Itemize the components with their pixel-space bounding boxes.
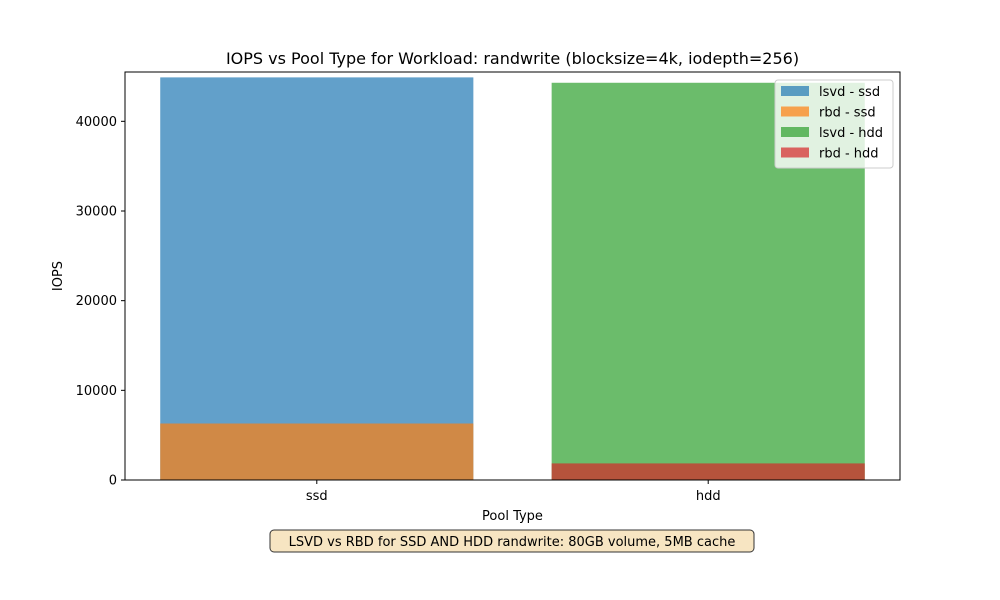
annotation-text: LSVD vs RBD for SSD AND HDD randwrite: 8…	[289, 535, 736, 550]
annotation-box: LSVD vs RBD for SSD AND HDD randwrite: 8…	[269, 529, 755, 553]
legend-swatch	[781, 147, 809, 158]
legend-label: lsvd - hdd	[819, 126, 883, 141]
x-axis-label: Pool Type	[482, 509, 543, 524]
y-tick-label: 0	[109, 474, 117, 489]
y-tick-label: 10000	[76, 384, 117, 399]
legend-swatch	[781, 106, 809, 117]
y-axis: 0 10000 20000 30000 40000	[76, 115, 125, 489]
bar-rbd-hdd	[551, 463, 865, 480]
chart-title: IOPS vs Pool Type for Workload: randwrit…	[226, 49, 799, 68]
legend-label: rbd - ssd	[819, 106, 876, 121]
y-axis-label: IOPS	[51, 261, 66, 291]
x-tick-label: hdd	[696, 489, 721, 504]
legend-swatch	[781, 86, 809, 96]
bar-lsvd-ssd	[160, 77, 474, 480]
legend-frame	[774, 79, 894, 169]
bar-rbd-ssd	[160, 423, 474, 480]
legend-label: lsvd - ssd	[819, 85, 880, 100]
annotation-frame	[269, 529, 755, 553]
x-tick-label: ssd	[306, 489, 328, 504]
y-tick-label: 30000	[76, 204, 117, 219]
bars-layer	[160, 77, 865, 480]
y-tick-label: 20000	[76, 294, 117, 309]
y-tick-label: 40000	[76, 115, 117, 130]
legend-swatch	[781, 127, 809, 137]
legend: lsvd - ssd rbd - ssd lsvd - hdd rbd - hdd	[774, 79, 894, 169]
x-axis: ssd hdd	[306, 480, 721, 504]
legend-label: rbd - hdd	[819, 147, 879, 162]
plot-frame	[124, 71, 901, 481]
